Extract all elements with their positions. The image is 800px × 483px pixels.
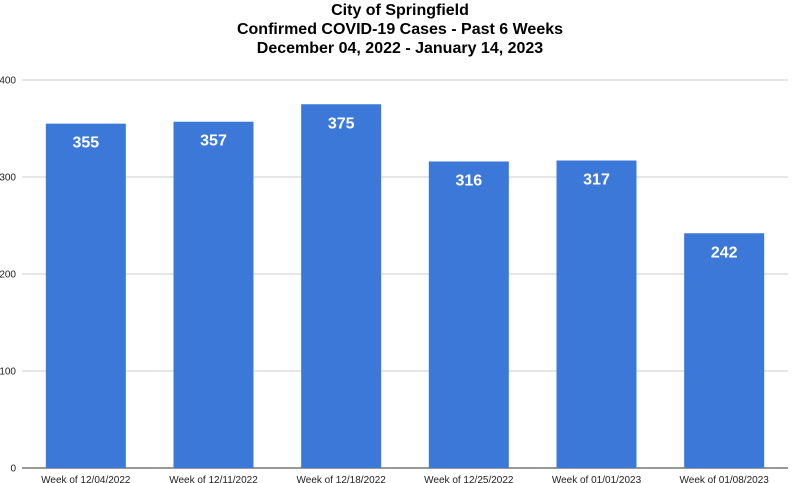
chart-title-line-1: City of Springfield — [331, 2, 469, 19]
bar — [428, 161, 509, 469]
bar-data-label: 357 — [200, 133, 227, 150]
y-tick-label: 0 — [10, 464, 16, 475]
x-tick-label: Week of 12/25/2022 — [424, 475, 514, 483]
chart-title: City of Springfield Confirmed COVID-19 C… — [0, 0, 800, 58]
x-tick-label: Week of 01/01/2023 — [552, 475, 642, 483]
y-tick-label: 300 — [0, 173, 16, 184]
y-tick-label: 400 — [0, 76, 16, 87]
x-tick-label: Week of 12/18/2022 — [297, 475, 387, 483]
gridlines — [22, 79, 788, 469]
chart-title-line-2: Confirmed COVID-19 Cases - Past 6 Weeks — [236, 21, 564, 38]
bar-data-label: 242 — [711, 244, 738, 261]
chart-title-line-3: December 04, 2022 - January 14, 2023 — [256, 40, 544, 57]
x-tick-label: Week of 12/04/2022 — [41, 475, 131, 483]
y-tick-label: 200 — [0, 270, 16, 281]
x-tick-label: Week of 01/08/2023 — [680, 475, 770, 483]
bar-data-label: 317 — [583, 172, 610, 189]
bars: 355 357 375 316 317 242 — [45, 104, 765, 469]
bar — [173, 121, 254, 469]
y-tick-label: 100 — [0, 367, 16, 378]
bar-data-label: 375 — [328, 115, 355, 132]
bar — [684, 233, 765, 468]
bar — [556, 160, 637, 468]
x-tick-label: Week of 12/11/2022 — [169, 475, 258, 483]
bar — [45, 123, 126, 469]
bar-data-label: 355 — [72, 135, 99, 152]
bar — [301, 104, 382, 468]
bar-data-label: 316 — [455, 172, 482, 189]
x-axis-ticks: Week of 12/04/2022 Week of 12/11/2022 Week… — [41, 475, 769, 483]
y-axis-ticks: 0 100 200 300 400 — [0, 76, 16, 475]
